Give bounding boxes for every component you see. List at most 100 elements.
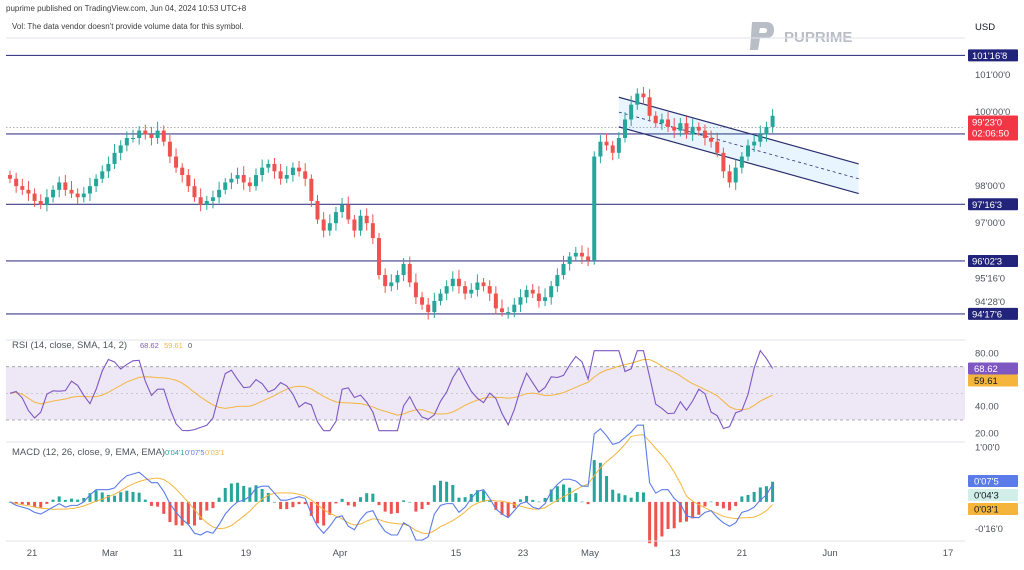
candle-body [450,278,455,287]
time-tick-label: Apr [333,548,348,559]
macd-histogram-bar [174,501,178,526]
macd-histogram-bar [408,501,412,503]
macd-histogram-bar [322,501,326,526]
candle-body [284,175,289,179]
time-tick-label: Jun [822,548,837,559]
macd-histogram-bar [137,492,141,502]
time-axis: 21 Mar 11 19 Apr 15 23 May 13 21 Jun 17 [6,540,965,559]
macd-histogram-bar [377,501,381,506]
countdown-label: 02:06:50 [972,128,1009,139]
candle-body [389,282,394,287]
macd-histogram-bar [100,492,104,502]
macd-histogram-bar [113,495,117,502]
macd-histogram-bar [574,493,578,502]
macd-histogram-bar [691,501,695,519]
time-tick-label: 17 [943,548,954,559]
candle-body [241,175,246,183]
macd-line [9,424,774,541]
candle-body [432,300,437,313]
macd-histogram-bar [703,501,707,507]
candle-body [456,278,461,287]
macd-histogram-bar [70,498,73,502]
candle-body [118,145,123,153]
candle-body [364,215,369,224]
rsi-band [6,366,965,420]
rsi-pane: RSI (14, close, SMA, 14, 2) 68.62 59.61 080… [6,339,1018,439]
candle-body [518,297,523,305]
macd-histogram-bar [248,487,252,502]
candle-body [81,193,86,198]
candle-body [377,238,381,276]
macd-histogram-bar [518,499,522,502]
macd-histogram-bar [475,490,479,502]
candle-body [641,93,646,98]
macd-legend-value: 0'03'1 [205,448,225,457]
candle-body [764,126,769,135]
candle-body [260,167,265,176]
price-tick-label: 95'16'0 [975,274,1005,285]
macd-histogram-bar [223,487,227,502]
macd-histogram-bar [512,501,516,509]
candle-body [635,93,640,105]
candle-body [254,175,258,187]
macd-histogram-bar [168,501,172,523]
level-tag-label: 94'17'6 [972,309,1002,320]
time-tick-label: 19 [241,548,252,559]
time-tick-label: Mar [102,548,118,559]
macd-histogram-bar [254,485,258,502]
macd-histogram-bar [494,501,498,510]
candle-body [555,275,560,287]
macd-histogram-bar [537,501,541,503]
candle-body [752,141,757,146]
candle-body [333,212,338,224]
macd-histogram-bar [33,501,37,508]
candle-body [137,130,142,138]
candle-body [586,256,591,261]
macd-histogram-bar [162,501,166,514]
level-tag [968,254,1018,267]
macd-histogram-bar [365,493,369,502]
candle-body [653,115,658,124]
candle-body [487,286,492,294]
candle-body [629,104,634,120]
macd-histogram-bar [721,501,725,509]
candle-body [672,126,677,131]
current-price-tag [968,115,1018,141]
candle-body [75,193,80,198]
candle-body [727,171,732,183]
channel-fill [618,97,859,194]
macd-histogram-bar [531,499,535,502]
time-tick-label: 21 [737,548,748,559]
macd-histogram-bar [641,492,645,502]
macd-histogram-bar [617,493,621,502]
macd-histogram-bar [395,501,399,514]
candle-body [438,293,443,301]
rsi-tick-label: 40.00 [975,402,999,413]
candle-body [407,263,412,283]
macd-histogram-bar [414,501,418,512]
macd-histogram-bar [291,501,295,508]
candle-body [247,182,252,187]
price-tick-label: 100'00'0 [975,107,1010,118]
candle-body [684,123,689,135]
volume-note: Vol: The data vendor doesn't provide vol… [12,22,244,31]
candle-body [352,219,357,231]
candle-body [659,119,664,124]
macd-histogram-bar [242,485,246,502]
candle-body [666,119,671,127]
candle-body [500,308,504,313]
candle-body [266,163,271,168]
candle-body [383,275,388,287]
macd-histogram-bar [156,501,160,507]
candle-body [530,289,535,294]
candle-body [192,186,197,198]
macd-histogram-bar [752,491,756,502]
candle-body [506,312,511,314]
candle-body [303,171,308,179]
macd-histogram-bar [193,501,196,526]
rsi-legend-extra: 0 [188,341,192,350]
macd-histogram-bar [125,490,129,502]
candle-body [100,171,105,179]
candle-body [223,182,228,190]
macd-histogram-bar [506,501,510,517]
